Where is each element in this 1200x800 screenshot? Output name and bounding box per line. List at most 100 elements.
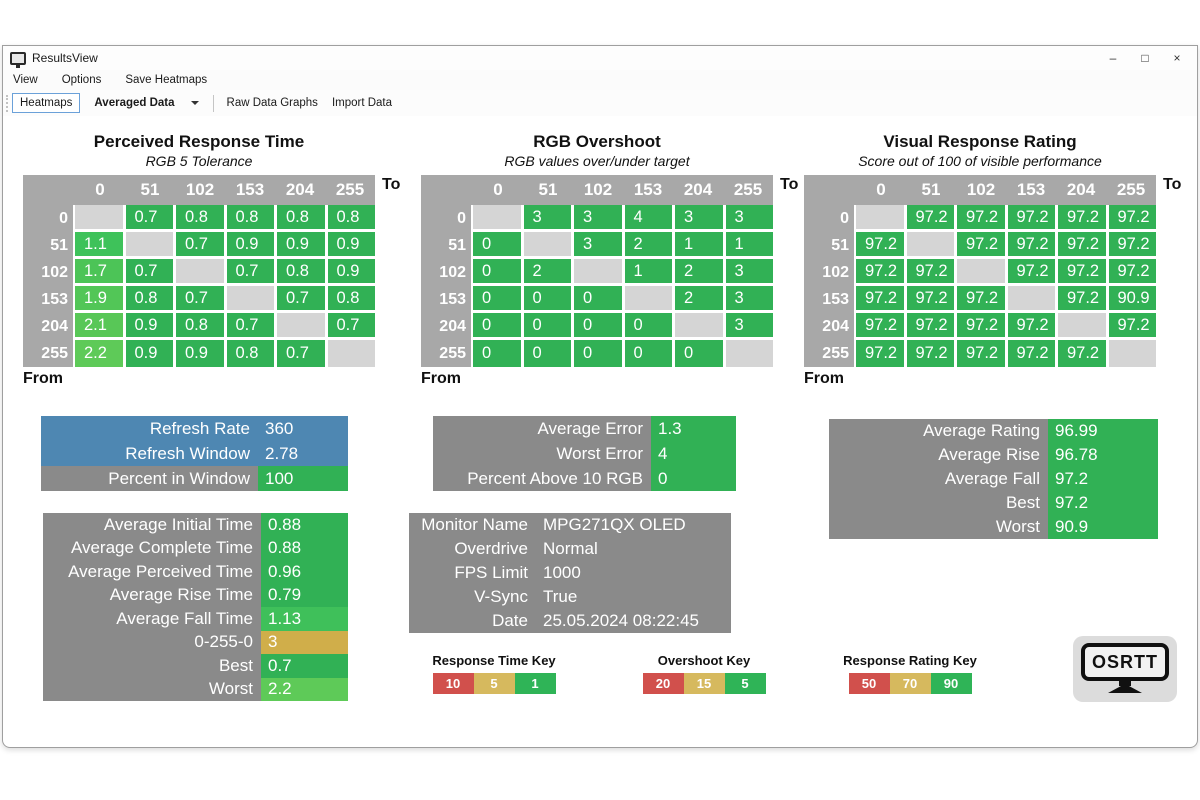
heatmap-subtitle: RGB 5 Tolerance [145,153,253,169]
maximize-button[interactable]: □ [1141,51,1149,65]
key-swatch: 5 [473,673,515,694]
summary-row: Date 25.05.2024 08:22:45 [409,609,731,633]
heatmap-cell-diagonal [473,205,524,232]
summary-row: Worst 90.9 [829,515,1158,539]
heatmap-row: 0 0.7 0.8 0.8 0.8 0.8 [23,205,375,232]
summary-value: 97.2 [1048,467,1158,491]
heatmap-col-header: 255 [733,180,763,199]
heatmap-cell: 97.2 [906,313,957,340]
summary-row: Average Rise 96.78 [829,443,1158,467]
menu-view[interactable]: View [13,74,38,86]
heatmap-cell-diagonal [725,340,773,367]
heatmap-cell: 0 [473,259,524,286]
heatmap-cell: 0.7 [327,313,375,340]
raw-data-graphs-button[interactable]: Raw Data Graphs [226,97,318,109]
heatmap-cell-diagonal [176,259,227,286]
heatmap-row: 51 1.1 0.7 0.9 0.9 0.9 [23,232,375,259]
heatmap-cell: 2 [675,259,726,286]
heatmaps-tab-button[interactable]: Heatmaps [12,93,81,113]
summary-value: 0.7 [261,654,348,678]
key-swatch: 70 [889,673,931,694]
heatmap-row-header: 0 [23,205,75,232]
summary-row: Average Error 1.3 [433,416,736,441]
summary-value: 360 [258,416,348,441]
heatmap-row-header: 255 [421,340,473,367]
to-axis-label: To [1163,176,1182,193]
summary-value: 0.79 [261,583,348,607]
import-data-button[interactable]: Import Data [331,97,393,109]
summary-label: Best [829,491,1048,515]
key-title: Overshoot Key [657,653,751,668]
heatmap-row-header: 153 [23,286,75,313]
key-swatch: 1 [514,673,556,694]
heatmap-cell: 97.2 [1058,259,1109,286]
summary-row: Worst 2.2 [43,677,348,701]
key-swatch: 20 [642,673,684,694]
heatmap-cell: 0 [624,313,675,340]
summary-label: Average Rise [829,443,1048,467]
heatmap-cell: 97.2 [1007,340,1058,367]
heatmap-col-header: 204 [1066,180,1096,199]
heatmap-cell-diagonal [125,232,176,259]
heatmap-row-header: 102 [23,259,75,286]
heatmap-cell: 97.2 [906,286,957,313]
heatmap-cell: 3 [675,205,726,232]
time-stats-box: Average Initial Time 0.88 Average Complete… [43,513,348,701]
heatmap-col-header: 255 [1116,180,1146,199]
heatmap-row: 51 97.2 97.2 97.2 97.2 97.2 [804,232,1156,259]
heatmap-cell: 97.2 [957,205,1008,232]
summary-row: FPS Limit 1000 [409,561,731,585]
heatmap-cell: 2.2 [75,340,126,367]
summary-row: Percent Above 10 RGB 0 [433,466,736,491]
data-mode-dropdown[interactable]: Averaged Data [86,94,206,112]
heatmap-cell: 3 [523,205,574,232]
to-axis-label: To [780,176,799,193]
heatmap-cell: 0 [473,340,524,367]
resultsview-window: ResultsView – □ × View Options Save Heat… [2,45,1198,748]
menu-save-heatmaps[interactable]: Save Heatmaps [125,74,208,86]
heatmap-cell: 2.1 [75,313,126,340]
summary-row: Monitor Name MPG271QX OLED [409,513,731,537]
heatmap-col-header: 102 [185,180,215,199]
heatmap-row-header: 51 [23,232,75,259]
heatmap-cell-diagonal [226,286,277,313]
summary-value: 90.9 [1048,515,1158,539]
heatmap-row-header: 0 [421,205,473,232]
key-bar: 20 15 5 [642,673,766,694]
heatmap-cell: 0.8 [327,286,375,313]
heatmap-cell: 0.7 [176,286,227,313]
summary-label: 0-255-0 [43,630,261,654]
key-swatch: 5 [724,673,766,694]
summary-label: Refresh Window [41,441,258,466]
heatmap-row: 102 1.7 0.7 0.7 0.8 0.9 [23,259,375,286]
summary-row: Average Complete Time 0.88 [43,536,348,560]
heatmap-cell: 0.7 [125,259,176,286]
heatmap-cell-diagonal [574,259,625,286]
heatmap-col-header: 51 [921,180,941,199]
heatmap-cell: 0 [473,313,524,340]
summary-label: FPS Limit [454,563,528,582]
minimize-button[interactable]: – [1109,51,1117,65]
heatmap-header-row: 0 51 102 153 204 255 [421,175,773,205]
heatmap-row-header: 153 [804,286,856,313]
heatmap-cell: 0.8 [277,205,328,232]
summary-value: 97.2 [1048,491,1158,515]
summary-row: Average Fall Time 1.13 [43,607,348,631]
menu-options[interactable]: Options [61,74,102,86]
heatmap-col-header: 102 [583,180,613,199]
heatmap-grid: 0 51 102 153 204 255 0 3 3 4 3 3 51 0 3 2 1 1 102 0 2 1 2 3 153 0… [421,175,773,367]
heatmap-col-header: 0 [876,180,886,199]
heatmap-cell: 97.2 [856,259,907,286]
close-button[interactable]: × [1173,51,1181,65]
toolbar-separator [212,94,214,112]
heatmap-cell: 0.8 [277,259,328,286]
heatmap-cell: 0.7 [277,340,328,367]
summary-label: Average Rating [829,419,1048,443]
heatmap-cell: 97.2 [1108,232,1156,259]
summary-label: Average Error [433,416,651,441]
key-swatch: 15 [683,673,725,694]
heatmap-cell-diagonal [906,232,957,259]
heatmap-cell: 0 [473,232,524,259]
heatmap-cell: 97.2 [906,205,957,232]
app-monitor-icon [10,51,26,68]
